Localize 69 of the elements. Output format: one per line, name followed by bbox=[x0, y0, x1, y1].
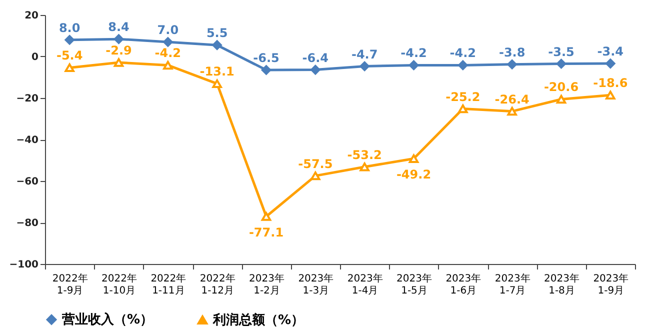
data-label: -57.5 bbox=[298, 156, 333, 171]
point bbox=[114, 34, 124, 44]
data-label: 5.5 bbox=[206, 26, 228, 40]
point bbox=[163, 60, 173, 70]
point bbox=[64, 63, 74, 72]
data-label: -53.2 bbox=[347, 148, 382, 162]
x-tick-label: 2023年 1-6月 bbox=[446, 272, 482, 296]
point bbox=[408, 60, 419, 70]
y-tick-label: −100 bbox=[9, 260, 39, 270]
data-label: -77.1 bbox=[248, 225, 284, 240]
point bbox=[64, 35, 74, 45]
legend-label: 利润总额（%） bbox=[212, 312, 304, 328]
x-tick-label: 2023年 1-8月 bbox=[544, 272, 580, 296]
data-label: -13.1 bbox=[200, 64, 234, 79]
data-label: 8.4 bbox=[108, 20, 130, 34]
x-tick-label: 2023年 1-9月 bbox=[593, 272, 629, 296]
data-label: -4.7 bbox=[351, 47, 378, 62]
data-label: -3.5 bbox=[548, 44, 574, 59]
point bbox=[408, 154, 419, 163]
point bbox=[163, 37, 173, 47]
point bbox=[458, 60, 468, 70]
point bbox=[310, 64, 320, 75]
data-label: -49.2 bbox=[396, 168, 432, 182]
point bbox=[606, 90, 616, 100]
x-tick-label: 2022年 1-10月 bbox=[102, 272, 137, 296]
point bbox=[360, 61, 370, 72]
data-label: -18.6 bbox=[593, 76, 628, 90]
data-label: -25.2 bbox=[446, 90, 480, 104]
x-tick-label: 2023年 1-7月 bbox=[494, 272, 530, 296]
point bbox=[507, 60, 517, 70]
y-tick-label: 0 bbox=[32, 52, 39, 63]
point bbox=[261, 65, 272, 75]
point bbox=[310, 171, 320, 180]
y-tick-label: −40 bbox=[16, 135, 39, 146]
point bbox=[556, 58, 566, 69]
point bbox=[114, 58, 124, 67]
point bbox=[360, 162, 370, 172]
point bbox=[507, 106, 517, 116]
legend-label: 营业收入（%） bbox=[61, 312, 154, 328]
data-label: -6.5 bbox=[253, 50, 280, 65]
point bbox=[261, 212, 272, 221]
data-label: 7.0 bbox=[157, 22, 179, 37]
y-tick-label: −20 bbox=[16, 94, 39, 104]
data-label: -26.4 bbox=[494, 92, 530, 106]
y-tick-label: −80 bbox=[16, 218, 39, 229]
x-tick-label: 2022年 1-12月 bbox=[200, 272, 236, 296]
x-tick-label: 2023年 1-3月 bbox=[298, 272, 334, 296]
data-label: -4.2 bbox=[154, 46, 182, 60]
x-tick-label: 2023年 1-4月 bbox=[347, 272, 383, 296]
data-label: -2.9 bbox=[106, 44, 132, 58]
y-tick-label: −60 bbox=[16, 176, 39, 188]
point bbox=[606, 58, 616, 68]
data-label: -4.2 bbox=[450, 46, 476, 60]
data-label: -6.4 bbox=[302, 50, 329, 65]
point bbox=[212, 40, 222, 50]
point bbox=[556, 94, 566, 104]
data-label: -20.6 bbox=[544, 80, 579, 94]
data-label: 8.0 bbox=[58, 20, 80, 35]
x-tick-label: 2022年 1-9月 bbox=[52, 272, 88, 296]
data-label: -5.4 bbox=[56, 48, 83, 63]
x-tick-label: 2023年 1-2月 bbox=[249, 272, 284, 296]
point bbox=[458, 104, 468, 114]
data-label: -4.2 bbox=[400, 46, 427, 60]
x-tick-label: 2023年 1-5月 bbox=[396, 272, 432, 296]
y-tick-label: 20 bbox=[24, 10, 39, 22]
x-tick-label: 2022年 1-11月 bbox=[150, 272, 186, 296]
data-label: -3.4 bbox=[597, 44, 624, 59]
data-label: -3.8 bbox=[498, 45, 526, 60]
point bbox=[212, 79, 222, 88]
